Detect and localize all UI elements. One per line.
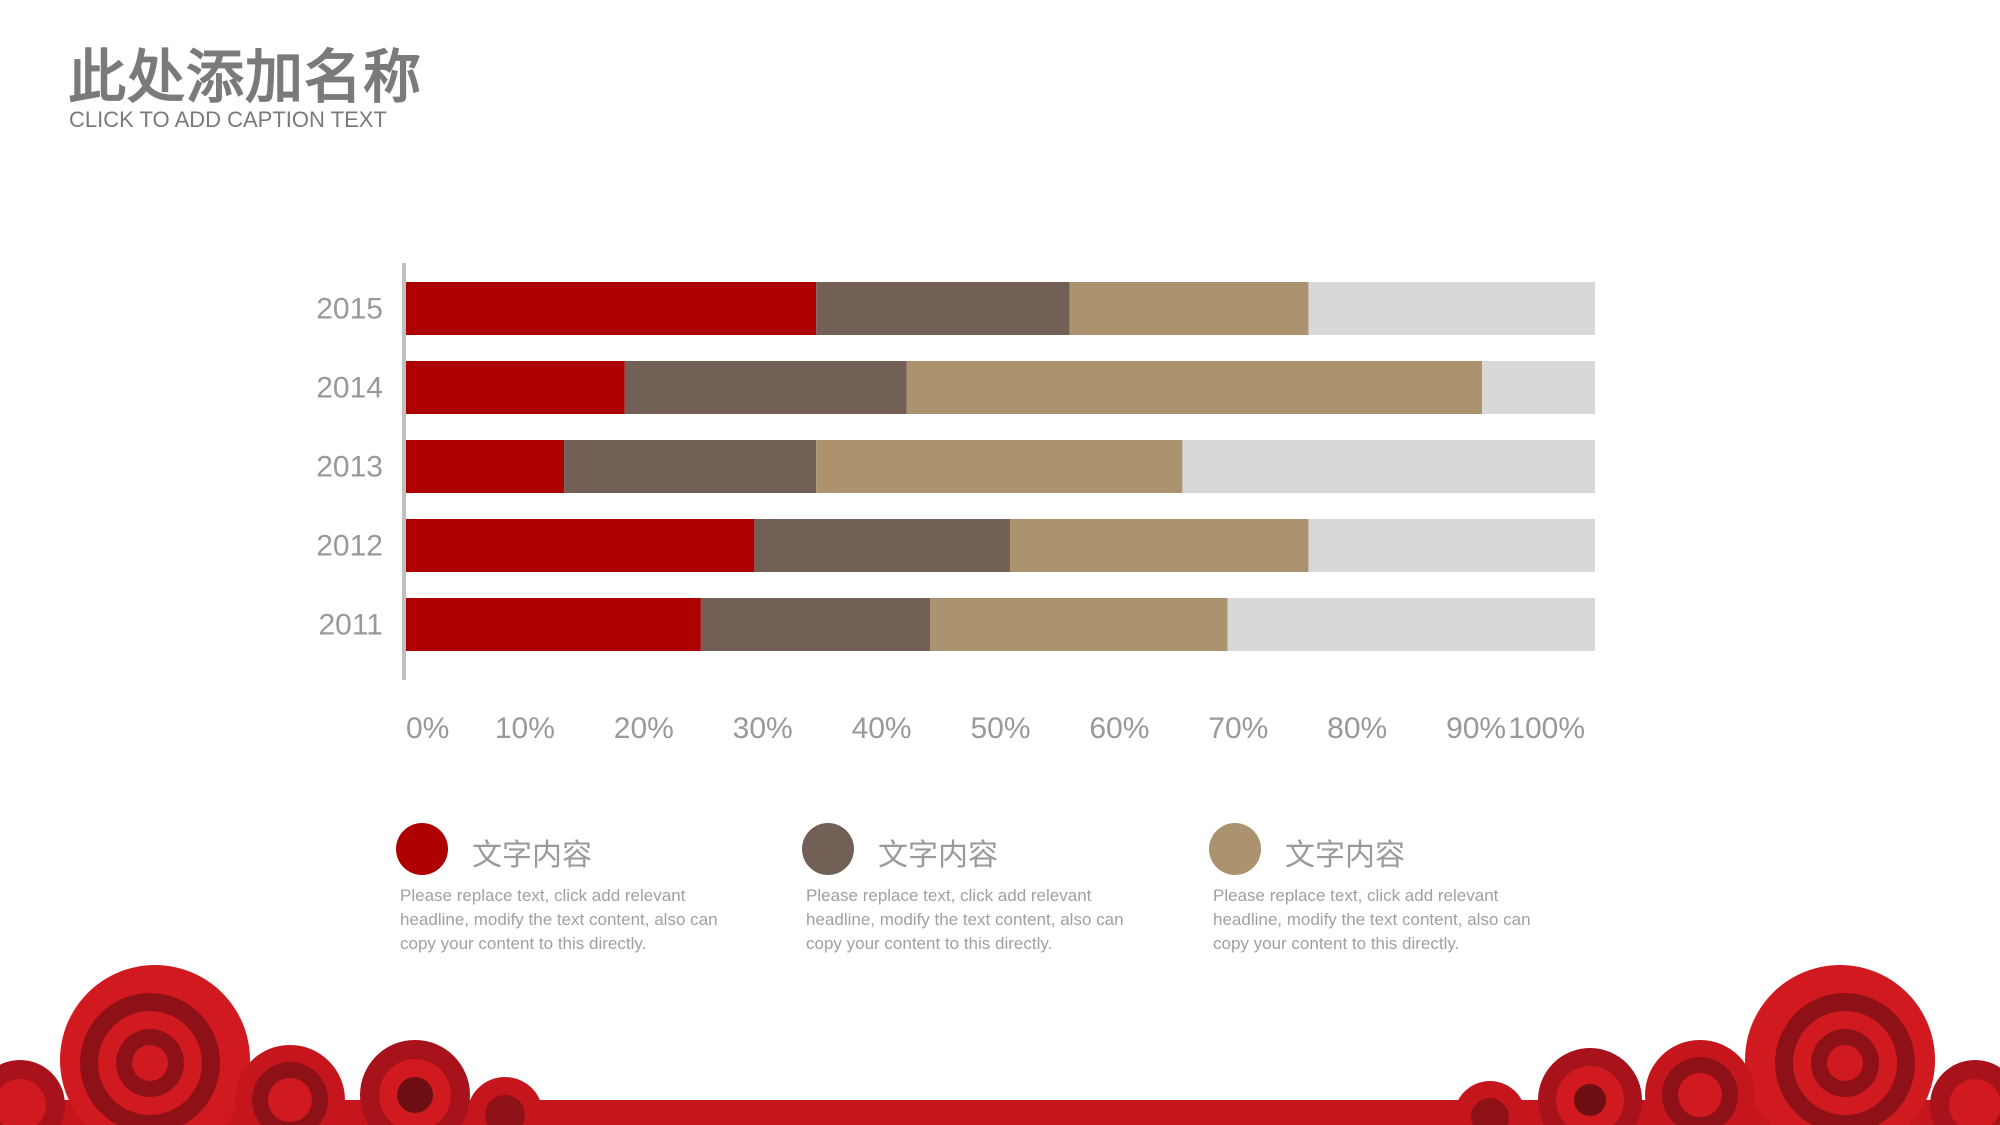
bar-segment-2014-series-1 bbox=[406, 361, 625, 414]
bar-segment-2012-series-3 bbox=[1010, 519, 1309, 572]
bar-segment-2011-series-4 bbox=[1227, 598, 1595, 651]
bar-segment-2014-series-2 bbox=[624, 361, 907, 414]
bar-segment-2011-series-2 bbox=[700, 598, 931, 651]
left-cloud-ornament bbox=[0, 965, 543, 1125]
legend-dot-3 bbox=[1209, 823, 1261, 875]
x-tick-label-100pct: 100% bbox=[1508, 712, 1585, 745]
right-cloud-ornament bbox=[1454, 965, 2000, 1125]
legend-dot-2 bbox=[802, 823, 854, 875]
bar-segment-2015-series-1 bbox=[406, 282, 817, 335]
bar-segment-2015-series-2 bbox=[816, 282, 1070, 335]
x-tick-label-60pct: 60% bbox=[1089, 712, 1149, 745]
bar-segment-2013-series-2 bbox=[564, 440, 817, 493]
bar-segment-2015-series-4 bbox=[1308, 282, 1595, 335]
bar-segment-2012-series-1 bbox=[406, 519, 755, 572]
x-tick-label-90pct: 90% bbox=[1446, 712, 1506, 745]
bar-segment-2014-series-3 bbox=[906, 361, 1483, 414]
bar-segment-2011-series-1 bbox=[406, 598, 701, 651]
page-title: 此处添加名称 bbox=[68, 43, 423, 111]
x-tick-label-10pct: 10% bbox=[495, 712, 555, 745]
bar-segment-2011-series-3 bbox=[930, 598, 1228, 651]
page-subtitle: CLICK TO ADD CAPTION TEXT bbox=[69, 107, 387, 132]
y-tick-label-2015: 2015 bbox=[316, 293, 383, 326]
legend-dot-1 bbox=[396, 823, 448, 875]
bar-segment-2013-series-3 bbox=[816, 440, 1183, 493]
x-tick-label-50pct: 50% bbox=[970, 712, 1030, 745]
y-tick-label-2013: 2013 bbox=[316, 451, 383, 484]
legend-label-1: 文字内容 bbox=[472, 838, 592, 873]
legend-label-3: 文字内容 bbox=[1285, 838, 1405, 873]
y-tick-label-2014: 2014 bbox=[316, 372, 383, 405]
legend-description-2: Please replace text, click add relevant … bbox=[806, 886, 1124, 953]
cloud-ornament-border bbox=[0, 965, 2000, 1125]
x-tick-label-70pct: 70% bbox=[1208, 712, 1268, 745]
bar-segment-2014-series-4 bbox=[1482, 361, 1595, 414]
bar-segment-2013-series-1 bbox=[406, 440, 565, 493]
bar-segment-2013-series-4 bbox=[1182, 440, 1595, 493]
x-tick-label-40pct: 40% bbox=[852, 712, 912, 745]
legend-description-1: Please replace text, click add relevant … bbox=[400, 886, 718, 953]
legend-label-2: 文字内容 bbox=[878, 838, 998, 873]
y-tick-label-2011: 2011 bbox=[318, 609, 383, 642]
y-tick-label-2012: 2012 bbox=[316, 530, 383, 563]
x-tick-label-80pct: 80% bbox=[1327, 712, 1387, 745]
bar-segment-2012-series-4 bbox=[1308, 519, 1595, 572]
legend-description-3: Please replace text, click add relevant … bbox=[1213, 886, 1531, 953]
bar-segment-2015-series-3 bbox=[1069, 282, 1309, 335]
stacked-bar-chart: 2015 2014 2013 2012 2011 0% 10% 20% 30% 40% 50% 60%… bbox=[316, 263, 1595, 745]
bar-segment-2012-series-2 bbox=[754, 519, 1011, 572]
x-tick-label-30pct: 30% bbox=[733, 712, 793, 745]
x-tick-label-0pct: 0% bbox=[406, 712, 449, 745]
x-tick-label-20pct: 20% bbox=[614, 712, 674, 745]
